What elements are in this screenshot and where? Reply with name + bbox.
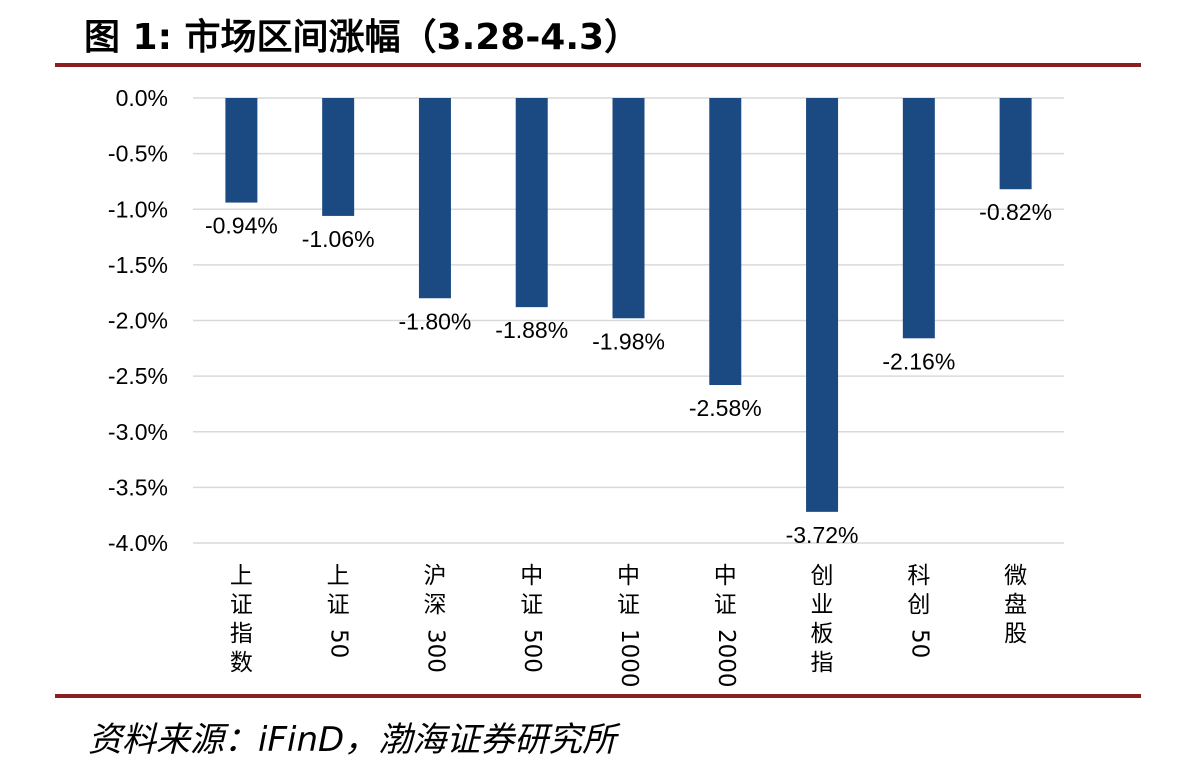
bar-chart: 0.0% -0.5% -1.0% -1.5% -2.0% -2.5% -3.0% -3.5% -… bbox=[108, 85, 1064, 688]
category-label: 上证 50 bbox=[326, 563, 352, 658]
category-label: 微盘股 bbox=[1004, 563, 1027, 647]
category-label-char: 中 bbox=[617, 563, 640, 589]
bar bbox=[902, 98, 935, 339]
data-label: -1.98% bbox=[592, 328, 665, 354]
y-tick-label: -3.5% bbox=[108, 474, 168, 500]
category-label-char: 中 bbox=[714, 563, 737, 589]
y-tick-label: -3.0% bbox=[108, 419, 168, 445]
data-label: -0.94% bbox=[205, 213, 278, 239]
category-label-char: 指 bbox=[230, 621, 253, 647]
category-label-char: 板 bbox=[811, 621, 834, 647]
category-labels: 上证指数上证50沪深300中证500中证1000中证2000创业板指科创50微盘… bbox=[230, 563, 1027, 688]
data-label: -1.06% bbox=[302, 226, 375, 252]
category-label-char: 证 bbox=[714, 592, 737, 618]
category-label-char: 上 bbox=[327, 563, 350, 589]
category-label-digits: 1000 bbox=[616, 629, 642, 688]
y-tick-label: -2.5% bbox=[108, 363, 168, 389]
data-label: -2.16% bbox=[882, 348, 955, 374]
figure-title-prefix: 图 1: bbox=[84, 17, 172, 58]
category-label-char: 证 bbox=[327, 592, 350, 618]
category-label-char: 科 bbox=[907, 563, 930, 589]
category-label-char: 上 bbox=[230, 563, 253, 589]
figure-title-text: 市场区间涨幅（3.28-4.3） bbox=[184, 17, 641, 58]
category-label-char: 股 bbox=[1004, 621, 1027, 647]
bar bbox=[225, 98, 258, 203]
y-tick-label: -0.5% bbox=[108, 141, 168, 167]
y-axis-ticks: 0.0% -0.5% -1.0% -1.5% -2.0% -2.5% -3.0% -3.5% -… bbox=[108, 85, 168, 556]
bar bbox=[515, 98, 548, 308]
category-label-char: 证 bbox=[520, 592, 543, 618]
top-divider bbox=[55, 63, 1141, 67]
category-label: 中证 1000 bbox=[616, 563, 642, 688]
bottom-divider bbox=[55, 694, 1141, 698]
category-label-char: 创 bbox=[907, 592, 930, 618]
data-label: -2.58% bbox=[689, 395, 762, 421]
data-label: -1.80% bbox=[399, 308, 472, 334]
bar bbox=[709, 98, 742, 386]
data-labels: -0.94% -1.06% -1.80% -1.88% -1.98% -2.58% -3.7… bbox=[205, 199, 1052, 548]
figure-title: 图 1: 市场区间涨幅（3.28-4.3） bbox=[84, 8, 640, 60]
category-label-char: 微 bbox=[1004, 563, 1027, 589]
y-tick-label: -1.5% bbox=[108, 252, 168, 278]
bar bbox=[418, 98, 451, 299]
category-label-char: 指 bbox=[811, 650, 834, 676]
category-label-char: 创 bbox=[811, 563, 834, 589]
data-label: -0.82% bbox=[979, 199, 1052, 225]
source-note: 资料来源：iFinD，渤海证券研究所 bbox=[88, 720, 617, 760]
y-tick-label: -1.0% bbox=[108, 196, 168, 222]
data-label: -3.72% bbox=[786, 522, 859, 548]
y-tick-label: -2.0% bbox=[108, 308, 168, 334]
category-label-char: 证 bbox=[230, 592, 253, 618]
category-label-char: 深 bbox=[423, 592, 446, 618]
data-label: -1.88% bbox=[495, 317, 568, 343]
category-label: 中证 500 bbox=[519, 563, 545, 673]
category-label-char: 中 bbox=[520, 563, 543, 589]
category-label-char: 业 bbox=[811, 592, 834, 618]
bar bbox=[322, 98, 355, 216]
category-label-char: 盘 bbox=[1004, 592, 1027, 618]
category-label-char: 证 bbox=[617, 592, 640, 618]
bar bbox=[999, 98, 1032, 190]
category-label-digits: 500 bbox=[519, 629, 545, 673]
category-label-char: 数 bbox=[230, 650, 253, 676]
y-tick-label: 0.0% bbox=[116, 85, 168, 111]
bar bbox=[806, 98, 839, 512]
category-label-digits: 2000 bbox=[713, 629, 739, 688]
category-label: 沪深 300 bbox=[422, 563, 448, 673]
category-label-digits: 50 bbox=[326, 629, 352, 658]
bars bbox=[225, 98, 1032, 512]
y-tick-label: -4.0% bbox=[108, 530, 168, 556]
category-label-digits: 50 bbox=[906, 629, 932, 658]
category-label-char: 沪 bbox=[423, 563, 446, 589]
category-label: 科创 50 bbox=[906, 563, 932, 658]
category-label-digits: 300 bbox=[422, 629, 448, 673]
category-label: 中证 2000 bbox=[713, 563, 739, 688]
bar bbox=[612, 98, 645, 319]
